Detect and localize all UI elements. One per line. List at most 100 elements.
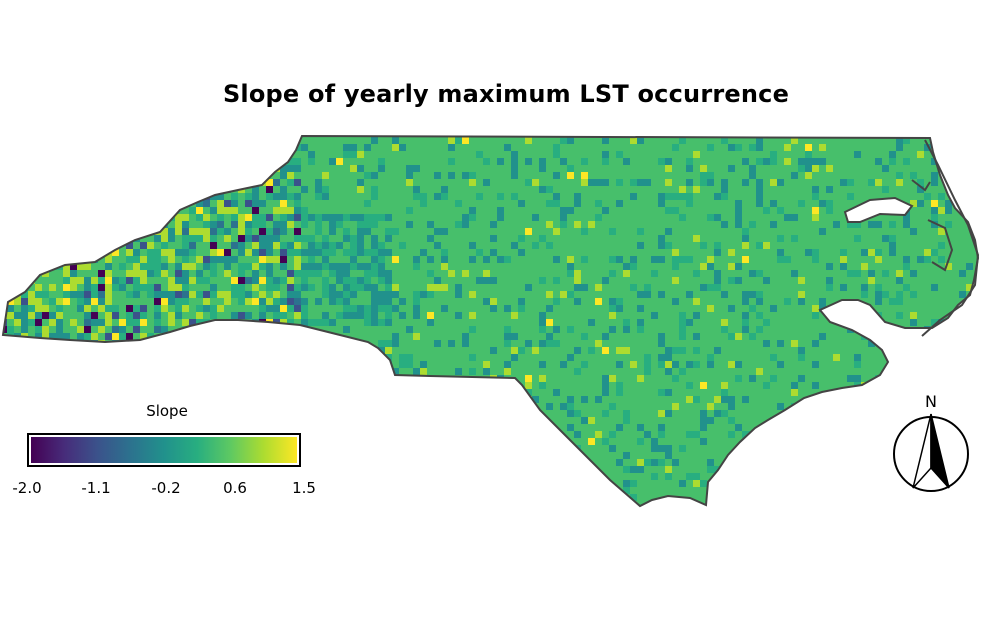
raster-cell xyxy=(378,242,385,249)
raster-cell xyxy=(441,480,448,487)
raster-cell xyxy=(287,319,294,326)
raster-cell xyxy=(119,319,126,326)
raster-cell xyxy=(182,270,189,277)
raster-cell xyxy=(91,361,98,368)
raster-cell xyxy=(798,200,805,207)
raster-cell xyxy=(742,235,749,242)
raster-cell xyxy=(462,417,469,424)
raster-cell xyxy=(658,242,665,249)
raster-cell xyxy=(252,144,259,151)
raster-cell xyxy=(203,277,210,284)
raster-cell xyxy=(203,228,210,235)
raster-cell xyxy=(539,158,546,165)
raster-cell xyxy=(707,256,714,263)
raster-cell xyxy=(938,193,945,200)
raster-cell xyxy=(203,200,210,207)
raster-cell xyxy=(371,263,378,270)
raster-cell xyxy=(84,417,91,424)
raster-cell xyxy=(819,298,826,305)
raster-cell xyxy=(665,466,672,473)
raster-cell xyxy=(644,291,651,298)
raster-cell xyxy=(245,396,252,403)
raster-cell xyxy=(84,214,91,221)
raster-cell xyxy=(518,347,525,354)
raster-cell xyxy=(245,340,252,347)
raster-cell xyxy=(154,389,161,396)
raster-cell xyxy=(224,410,231,417)
raster-cell xyxy=(609,312,616,319)
raster-cell xyxy=(301,277,308,284)
raster-cell xyxy=(21,382,28,389)
raster-cell xyxy=(714,214,721,221)
raster-cell xyxy=(805,165,812,172)
raster-cell xyxy=(749,291,756,298)
raster-cell xyxy=(469,179,476,186)
raster-cell xyxy=(609,270,616,277)
raster-cell xyxy=(364,263,371,270)
raster-cell xyxy=(602,389,609,396)
raster-cell xyxy=(854,270,861,277)
raster-cell xyxy=(210,375,217,382)
raster-cell xyxy=(980,165,987,172)
raster-cell xyxy=(350,312,357,319)
raster-cell xyxy=(658,235,665,242)
raster-cell xyxy=(735,277,742,284)
raster-cell xyxy=(280,256,287,263)
raster-cell xyxy=(287,403,294,410)
raster-cell xyxy=(875,291,882,298)
raster-cell xyxy=(427,501,434,506)
raster-cell xyxy=(49,137,56,144)
raster-cell xyxy=(819,501,826,506)
raster-cell xyxy=(294,396,301,403)
raster-cell xyxy=(273,207,280,214)
raster-cell xyxy=(959,494,966,501)
raster-cell xyxy=(385,228,392,235)
raster-cell xyxy=(231,200,238,207)
raster-cell xyxy=(329,228,336,235)
raster-cell xyxy=(14,340,21,347)
raster-cell xyxy=(217,466,224,473)
raster-cell xyxy=(574,452,581,459)
raster-cell xyxy=(140,200,147,207)
raster-cell xyxy=(259,312,266,319)
raster-cell xyxy=(259,158,266,165)
legend-title: Slope xyxy=(146,402,188,420)
raster-cell xyxy=(35,249,42,256)
raster-cell xyxy=(70,207,77,214)
raster-cell xyxy=(567,256,574,263)
raster-cell xyxy=(784,256,791,263)
raster-cell xyxy=(14,242,21,249)
raster-cell xyxy=(812,165,819,172)
raster-cell xyxy=(63,214,70,221)
raster-cell xyxy=(224,403,231,410)
raster-cell xyxy=(658,459,665,466)
raster-cell xyxy=(126,291,133,298)
raster-cell xyxy=(896,137,903,144)
raster-cell xyxy=(140,186,147,193)
raster-cell xyxy=(553,151,560,158)
raster-cell xyxy=(931,207,938,214)
raster-cell xyxy=(196,291,203,298)
raster-cell xyxy=(259,417,266,424)
raster-cell xyxy=(679,326,686,333)
raster-cell xyxy=(665,389,672,396)
raster-cell xyxy=(679,445,686,452)
raster-cell xyxy=(763,459,770,466)
raster-cell xyxy=(217,403,224,410)
raster-cell xyxy=(980,144,987,151)
raster-cell xyxy=(742,312,749,319)
raster-cell xyxy=(259,256,266,263)
raster-cell xyxy=(14,214,21,221)
raster-cell xyxy=(868,136,875,137)
raster-cell xyxy=(756,137,763,144)
raster-cell xyxy=(196,361,203,368)
raster-cell xyxy=(126,480,133,487)
raster-cell xyxy=(700,179,707,186)
raster-cell xyxy=(231,354,238,361)
raster-cell xyxy=(168,137,175,144)
raster-cell xyxy=(567,137,574,144)
raster-cell xyxy=(833,459,840,466)
raster-cell xyxy=(763,158,770,165)
raster-cell xyxy=(182,151,189,158)
raster-cell xyxy=(322,172,329,179)
